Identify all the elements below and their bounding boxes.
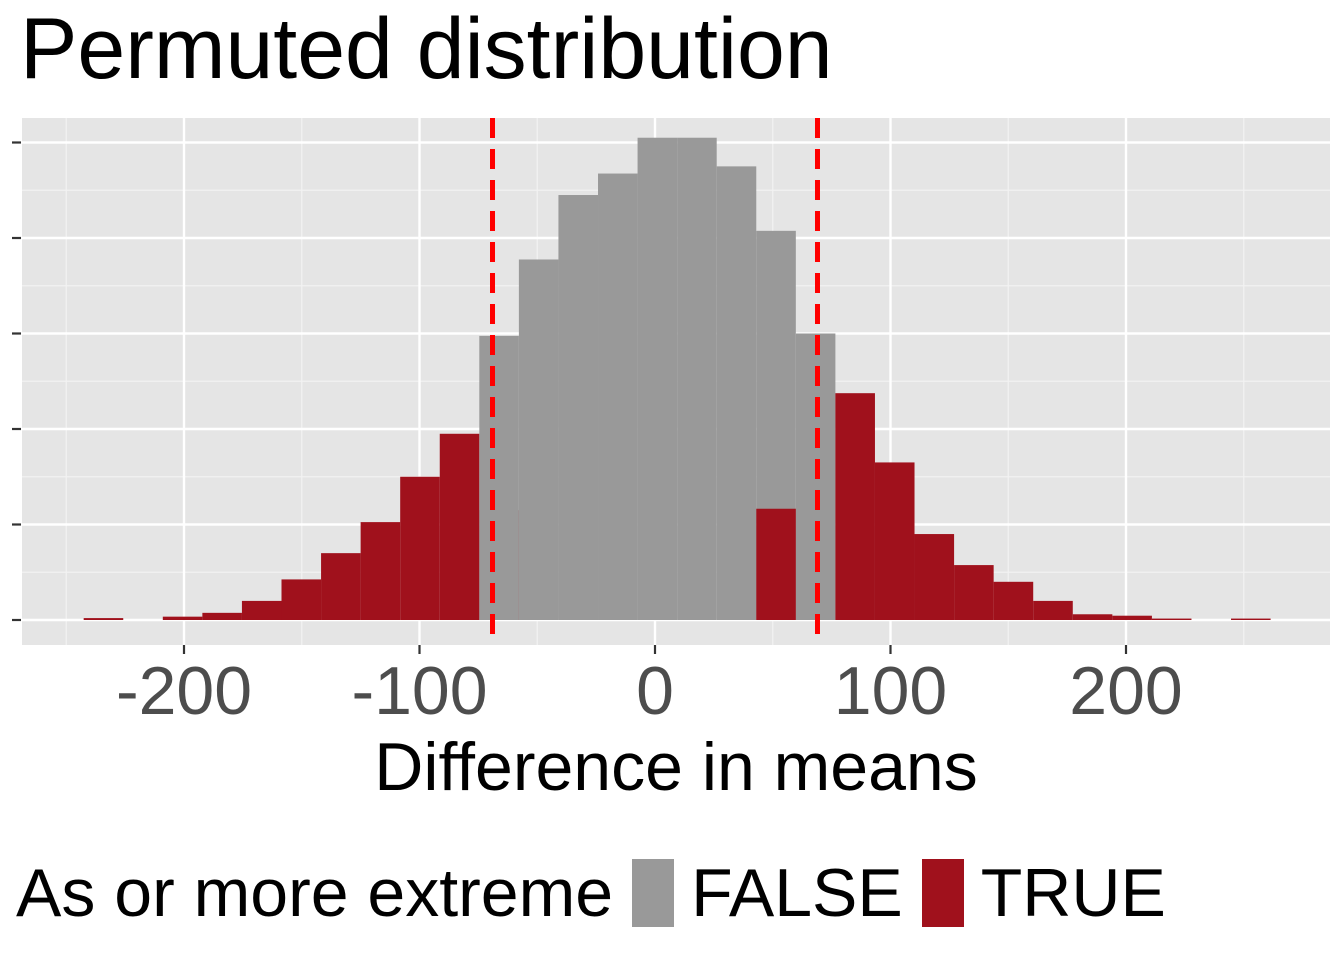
- x-tick-label: -200: [116, 653, 252, 729]
- legend: As or more extreme FALSE TRUE: [16, 848, 1184, 938]
- x-axis-ticks: -200 -100 0 100 200: [116, 645, 1183, 729]
- bar-not-extreme: [637, 137, 678, 620]
- bar-extreme: [1231, 618, 1271, 620]
- x-tick-label: -100: [351, 653, 487, 729]
- bar-extreme: [1151, 618, 1192, 620]
- legend-label-false: FALSE: [691, 855, 903, 931]
- bar-extreme: [1033, 600, 1073, 620]
- critical-value-lines: [490, 118, 820, 645]
- bar-not-extreme: [558, 195, 599, 620]
- bar-extreme: [835, 393, 875, 620]
- x-tick-label: 200: [1069, 653, 1182, 729]
- chart-title: Permuted distribution: [20, 1, 833, 97]
- bar-extreme: [400, 476, 440, 620]
- bar-extreme: [993, 581, 1034, 620]
- bar-not-extreme: [598, 173, 638, 620]
- y-axis-ticks: [12, 141, 21, 622]
- bar-extreme: [954, 565, 994, 620]
- x-axis-label: Difference in means: [374, 729, 978, 805]
- x-tick-label: 0: [636, 653, 674, 729]
- legend-title: As or more extreme: [16, 855, 614, 931]
- bar-extreme: [874, 462, 915, 620]
- bar-extreme: [162, 616, 203, 620]
- bar-extreme: [202, 612, 242, 620]
- bar-extreme: [83, 618, 124, 620]
- bar-extreme: [914, 534, 955, 620]
- bar-not-extreme: [716, 166, 757, 620]
- bar-extreme: [321, 553, 361, 620]
- bar-extreme: [1072, 614, 1113, 620]
- bar-extreme: [241, 600, 282, 620]
- bar-extreme: [360, 522, 401, 620]
- x-tick-label: 100: [834, 653, 947, 729]
- bar-extreme: [281, 579, 322, 620]
- histogram-bars: [83, 137, 1271, 620]
- bar-extreme: [1112, 615, 1152, 620]
- legend-key-true: [920, 858, 965, 928]
- bar-not-extreme: [479, 335, 519, 620]
- bar-extreme: [439, 433, 480, 620]
- legend-label-true: TRUE: [980, 855, 1166, 931]
- bar-extreme: [756, 508, 796, 620]
- bar-not-extreme: [518, 259, 559, 620]
- legend-key-false: [631, 858, 676, 928]
- bar-not-extreme: [677, 137, 717, 620]
